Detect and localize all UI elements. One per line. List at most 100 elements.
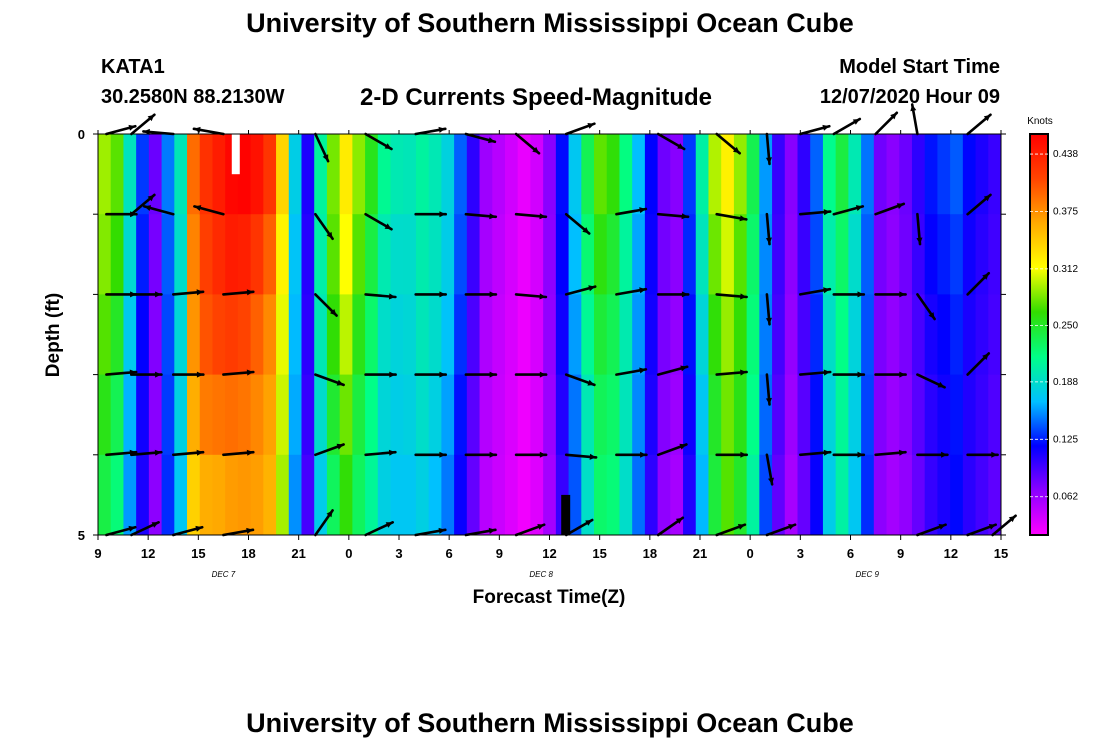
current-vector-arrow bbox=[514, 523, 546, 537]
heatmap-cell bbox=[911, 374, 926, 456]
heatmap-cell bbox=[263, 214, 277, 295]
x-tick-label: 3 bbox=[395, 546, 402, 561]
heatmap-cell bbox=[962, 294, 977, 376]
current-vector-arrow bbox=[414, 451, 448, 458]
heatmap-cell bbox=[98, 374, 112, 456]
heatmap-cell bbox=[365, 454, 379, 535]
colorbar-tick-label: 0.375 bbox=[1053, 206, 1078, 217]
heatmap-cell bbox=[492, 214, 506, 295]
current-vector-arrow bbox=[130, 113, 156, 136]
heatmap-cell bbox=[594, 454, 608, 535]
heatmap-cell bbox=[110, 134, 125, 215]
heatmap-cell bbox=[644, 134, 659, 215]
heatmap-cell bbox=[403, 294, 417, 376]
heatmap-cell bbox=[962, 134, 977, 215]
heatmap-cell bbox=[810, 374, 824, 456]
heatmap-cell bbox=[784, 374, 799, 456]
heatmap-cell bbox=[98, 134, 112, 215]
heatmap-cell bbox=[772, 374, 786, 456]
heatmap-cell bbox=[263, 134, 277, 215]
heatmap-cell bbox=[250, 374, 264, 456]
heatmap-cell bbox=[136, 294, 150, 376]
heatmap-cell bbox=[225, 214, 239, 295]
heatmap-cell bbox=[250, 214, 264, 295]
heatmap-cell bbox=[873, 214, 888, 295]
heatmap-cell bbox=[466, 454, 481, 535]
current-vector-arrow bbox=[514, 371, 548, 378]
heatmap-cell bbox=[110, 294, 125, 376]
heatmap-cell bbox=[288, 214, 303, 295]
current-vector-arrow bbox=[464, 451, 498, 458]
heatmap-cell bbox=[861, 374, 875, 456]
heatmap-cell bbox=[581, 134, 595, 215]
heatmap-cell bbox=[403, 374, 417, 456]
heatmap-cell bbox=[835, 374, 849, 456]
heatmap-cell bbox=[415, 454, 430, 535]
x-tick-label: 12 bbox=[944, 546, 958, 561]
current-vector-arrow bbox=[514, 293, 548, 300]
heatmap-cell bbox=[733, 374, 748, 456]
heatmap-cell bbox=[148, 294, 163, 376]
x-tick-label: 12 bbox=[141, 546, 155, 561]
heatmap-cell bbox=[466, 294, 481, 376]
current-vector-arrow bbox=[715, 132, 742, 155]
heatmap-cell bbox=[950, 454, 964, 535]
heatmap-cell bbox=[174, 374, 188, 456]
heatmap-cell bbox=[428, 454, 442, 535]
heatmap-cell bbox=[199, 134, 214, 215]
current-vector-arrow bbox=[514, 451, 548, 458]
heatmap-cell bbox=[428, 214, 442, 295]
heatmap-cell bbox=[225, 454, 239, 535]
heatmap-cell bbox=[657, 454, 671, 535]
heatmap-cell bbox=[543, 294, 557, 376]
heatmap-cell bbox=[377, 294, 392, 376]
heatmap-cell bbox=[873, 294, 888, 376]
heatmap-cell bbox=[301, 294, 315, 376]
heatmap-cell bbox=[632, 214, 646, 295]
heatmap-cell bbox=[390, 134, 404, 215]
heatmap-cell bbox=[746, 214, 760, 295]
station-id: KATA1 bbox=[101, 56, 165, 78]
heatmap-cell bbox=[911, 134, 926, 215]
heatmap-cell bbox=[848, 374, 862, 456]
heatmap-cell bbox=[339, 374, 353, 456]
heatmap-cell bbox=[301, 454, 315, 535]
heatmap-cell bbox=[326, 374, 341, 456]
heatmap-cell bbox=[695, 374, 710, 456]
heatmap-cell bbox=[314, 454, 328, 535]
speed-heatmap bbox=[98, 134, 1001, 535]
current-vector-arrow bbox=[172, 525, 204, 537]
heatmap-cell bbox=[530, 214, 544, 295]
heatmap-cell bbox=[148, 214, 163, 295]
heatmap-cell bbox=[822, 294, 837, 376]
heatmap-cell bbox=[250, 134, 264, 215]
heatmap-cell bbox=[772, 214, 786, 295]
current-vector-arrow bbox=[192, 126, 225, 136]
heatmap-cell bbox=[479, 214, 493, 295]
y-tick-label: 0 bbox=[78, 127, 85, 142]
no-data-mask-light bbox=[231, 134, 240, 175]
heatmap-cell bbox=[568, 374, 582, 456]
heatmap-cell bbox=[276, 454, 290, 535]
heatmap-cell bbox=[886, 214, 900, 295]
x-axis-title: Forecast Time(Z) bbox=[473, 587, 626, 608]
heatmap-cell bbox=[759, 294, 773, 376]
current-vector-arrow bbox=[910, 103, 919, 136]
heatmap-cell bbox=[98, 294, 112, 376]
heatmap-cell bbox=[937, 294, 951, 376]
heatmap-cell bbox=[454, 294, 468, 376]
heatmap-cell bbox=[466, 214, 481, 295]
heatmap-cell bbox=[975, 454, 989, 535]
heatmap-cell bbox=[199, 374, 214, 456]
current-vector-arrow bbox=[222, 449, 255, 457]
heatmap-cell bbox=[237, 134, 252, 215]
heatmap-cell bbox=[670, 214, 684, 295]
heatmap-cell bbox=[263, 454, 277, 535]
x-day-label: DEC 9 bbox=[855, 570, 879, 579]
current-vector-arrow bbox=[130, 449, 163, 457]
heatmap-cell bbox=[619, 294, 633, 376]
heatmap-cell bbox=[110, 374, 125, 456]
x-tick-label: 6 bbox=[446, 546, 453, 561]
heatmap-cell bbox=[339, 454, 353, 535]
heatmap-cell bbox=[911, 454, 926, 535]
